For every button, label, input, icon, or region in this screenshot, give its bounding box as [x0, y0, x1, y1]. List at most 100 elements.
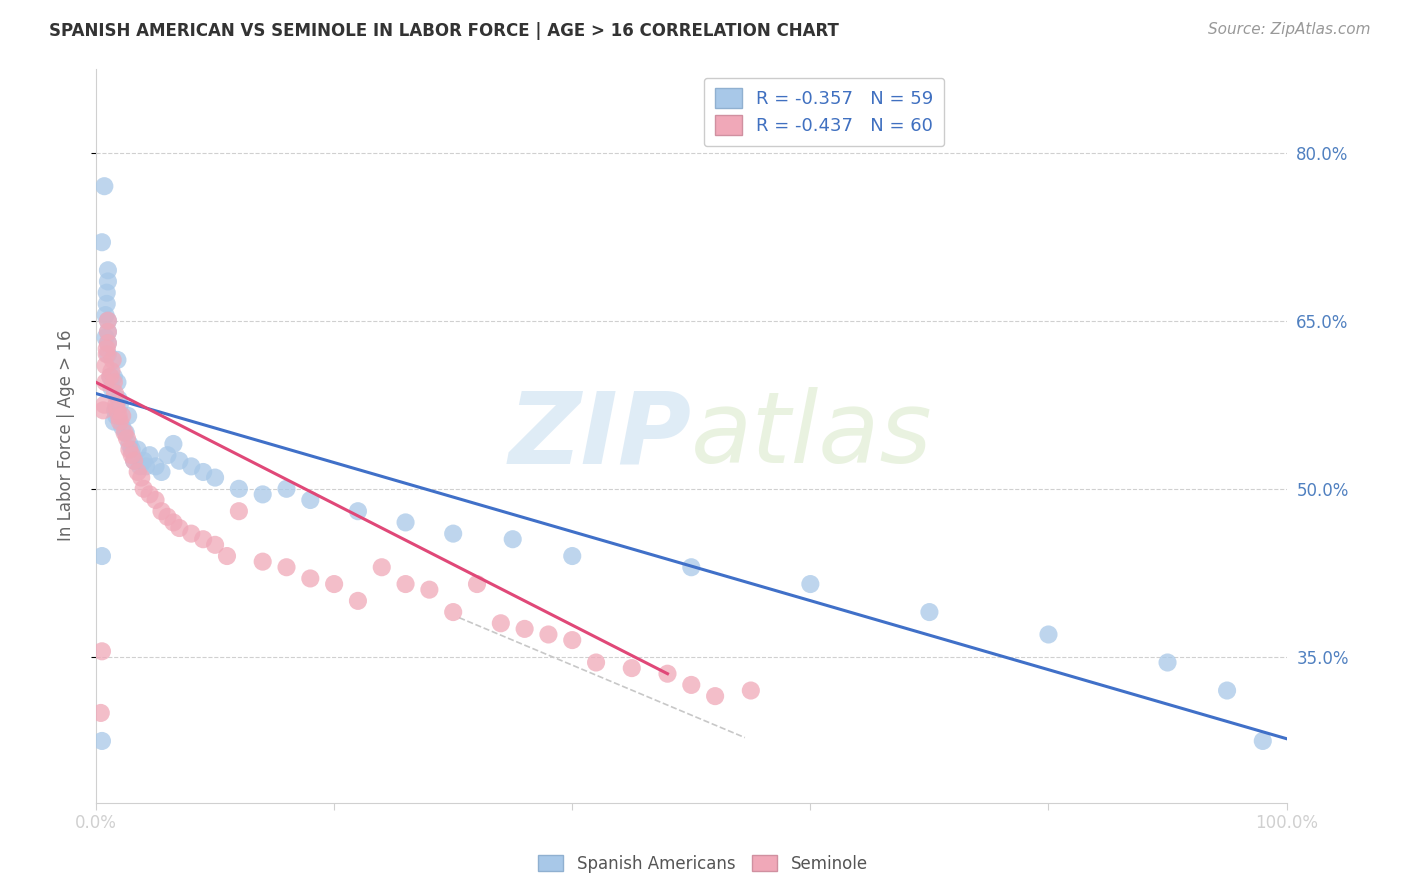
Point — [100, 364, 122, 378]
Point — [145, 493, 167, 508]
Point — [97, 314, 120, 328]
Point — [489, 616, 512, 631]
Point — [502, 533, 524, 547]
Point — [918, 605, 941, 619]
Point — [114, 425, 136, 440]
Point — [1251, 734, 1274, 748]
Point — [117, 409, 139, 423]
Point — [96, 285, 118, 300]
Point — [561, 549, 583, 563]
Point — [215, 549, 238, 563]
Point — [681, 560, 703, 574]
Point — [115, 431, 138, 445]
Point — [94, 359, 117, 373]
Point — [276, 482, 298, 496]
Point — [97, 325, 120, 339]
Point — [103, 376, 125, 390]
Point — [1216, 683, 1239, 698]
Point — [97, 325, 120, 339]
Point — [204, 470, 226, 484]
Point — [122, 454, 145, 468]
Text: SPANISH AMERICAN VS SEMINOLE IN LABOR FORCE | AGE > 16 CORRELATION CHART: SPANISH AMERICAN VS SEMINOLE IN LABOR FO… — [49, 22, 839, 40]
Point — [91, 734, 114, 748]
Point — [127, 442, 149, 457]
Point — [132, 482, 155, 496]
Point — [740, 683, 762, 698]
Point — [169, 454, 191, 468]
Point — [91, 235, 114, 250]
Point — [96, 342, 118, 356]
Point — [191, 465, 214, 479]
Legend: Spanish Americans, Seminole: Spanish Americans, Seminole — [531, 848, 875, 880]
Point — [103, 369, 125, 384]
Point — [97, 347, 120, 361]
Point — [145, 459, 167, 474]
Legend: R = -0.357   N = 59, R = -0.437   N = 60: R = -0.357 N = 59, R = -0.437 N = 60 — [704, 78, 945, 146]
Point — [276, 560, 298, 574]
Point — [100, 381, 122, 395]
Point — [94, 308, 117, 322]
Point — [108, 415, 131, 429]
Point — [90, 706, 112, 720]
Point — [681, 678, 703, 692]
Point — [156, 448, 179, 462]
Point — [657, 666, 679, 681]
Point — [98, 369, 121, 384]
Point — [1038, 627, 1060, 641]
Text: Source: ZipAtlas.com: Source: ZipAtlas.com — [1208, 22, 1371, 37]
Point — [228, 504, 250, 518]
Point — [347, 594, 370, 608]
Point — [129, 459, 152, 474]
Point — [465, 577, 488, 591]
Point — [132, 454, 155, 468]
Point — [96, 297, 118, 311]
Point — [162, 437, 184, 451]
Point — [93, 398, 115, 412]
Point — [118, 437, 141, 451]
Point — [418, 582, 440, 597]
Point — [537, 627, 560, 641]
Point — [441, 605, 464, 619]
Point — [97, 336, 120, 351]
Point — [121, 448, 143, 462]
Point — [191, 533, 214, 547]
Point — [104, 386, 127, 401]
Point — [97, 263, 120, 277]
Point — [180, 459, 202, 474]
Point — [97, 275, 120, 289]
Point — [620, 661, 643, 675]
Point — [252, 487, 274, 501]
Point — [127, 465, 149, 479]
Point — [107, 352, 129, 367]
Point — [299, 571, 322, 585]
Point — [441, 526, 464, 541]
Point — [108, 398, 131, 412]
Point — [394, 577, 416, 591]
Point — [103, 415, 125, 429]
Point — [561, 633, 583, 648]
Point — [347, 504, 370, 518]
Point — [129, 470, 152, 484]
Text: ZIP: ZIP — [509, 387, 692, 484]
Point — [150, 465, 173, 479]
Point — [107, 392, 129, 406]
Point — [94, 376, 117, 390]
Point — [105, 398, 128, 412]
Point — [111, 420, 134, 434]
Point — [1156, 656, 1178, 670]
Point — [105, 409, 128, 423]
Point — [513, 622, 536, 636]
Point — [91, 644, 114, 658]
Point — [799, 577, 821, 591]
Point — [150, 504, 173, 518]
Point — [371, 560, 394, 574]
Point — [91, 403, 114, 417]
Point — [118, 442, 141, 457]
Point — [169, 521, 191, 535]
Point — [323, 577, 346, 591]
Point — [204, 538, 226, 552]
Point — [97, 314, 120, 328]
Point — [107, 409, 129, 423]
Point — [96, 347, 118, 361]
Point — [162, 516, 184, 530]
